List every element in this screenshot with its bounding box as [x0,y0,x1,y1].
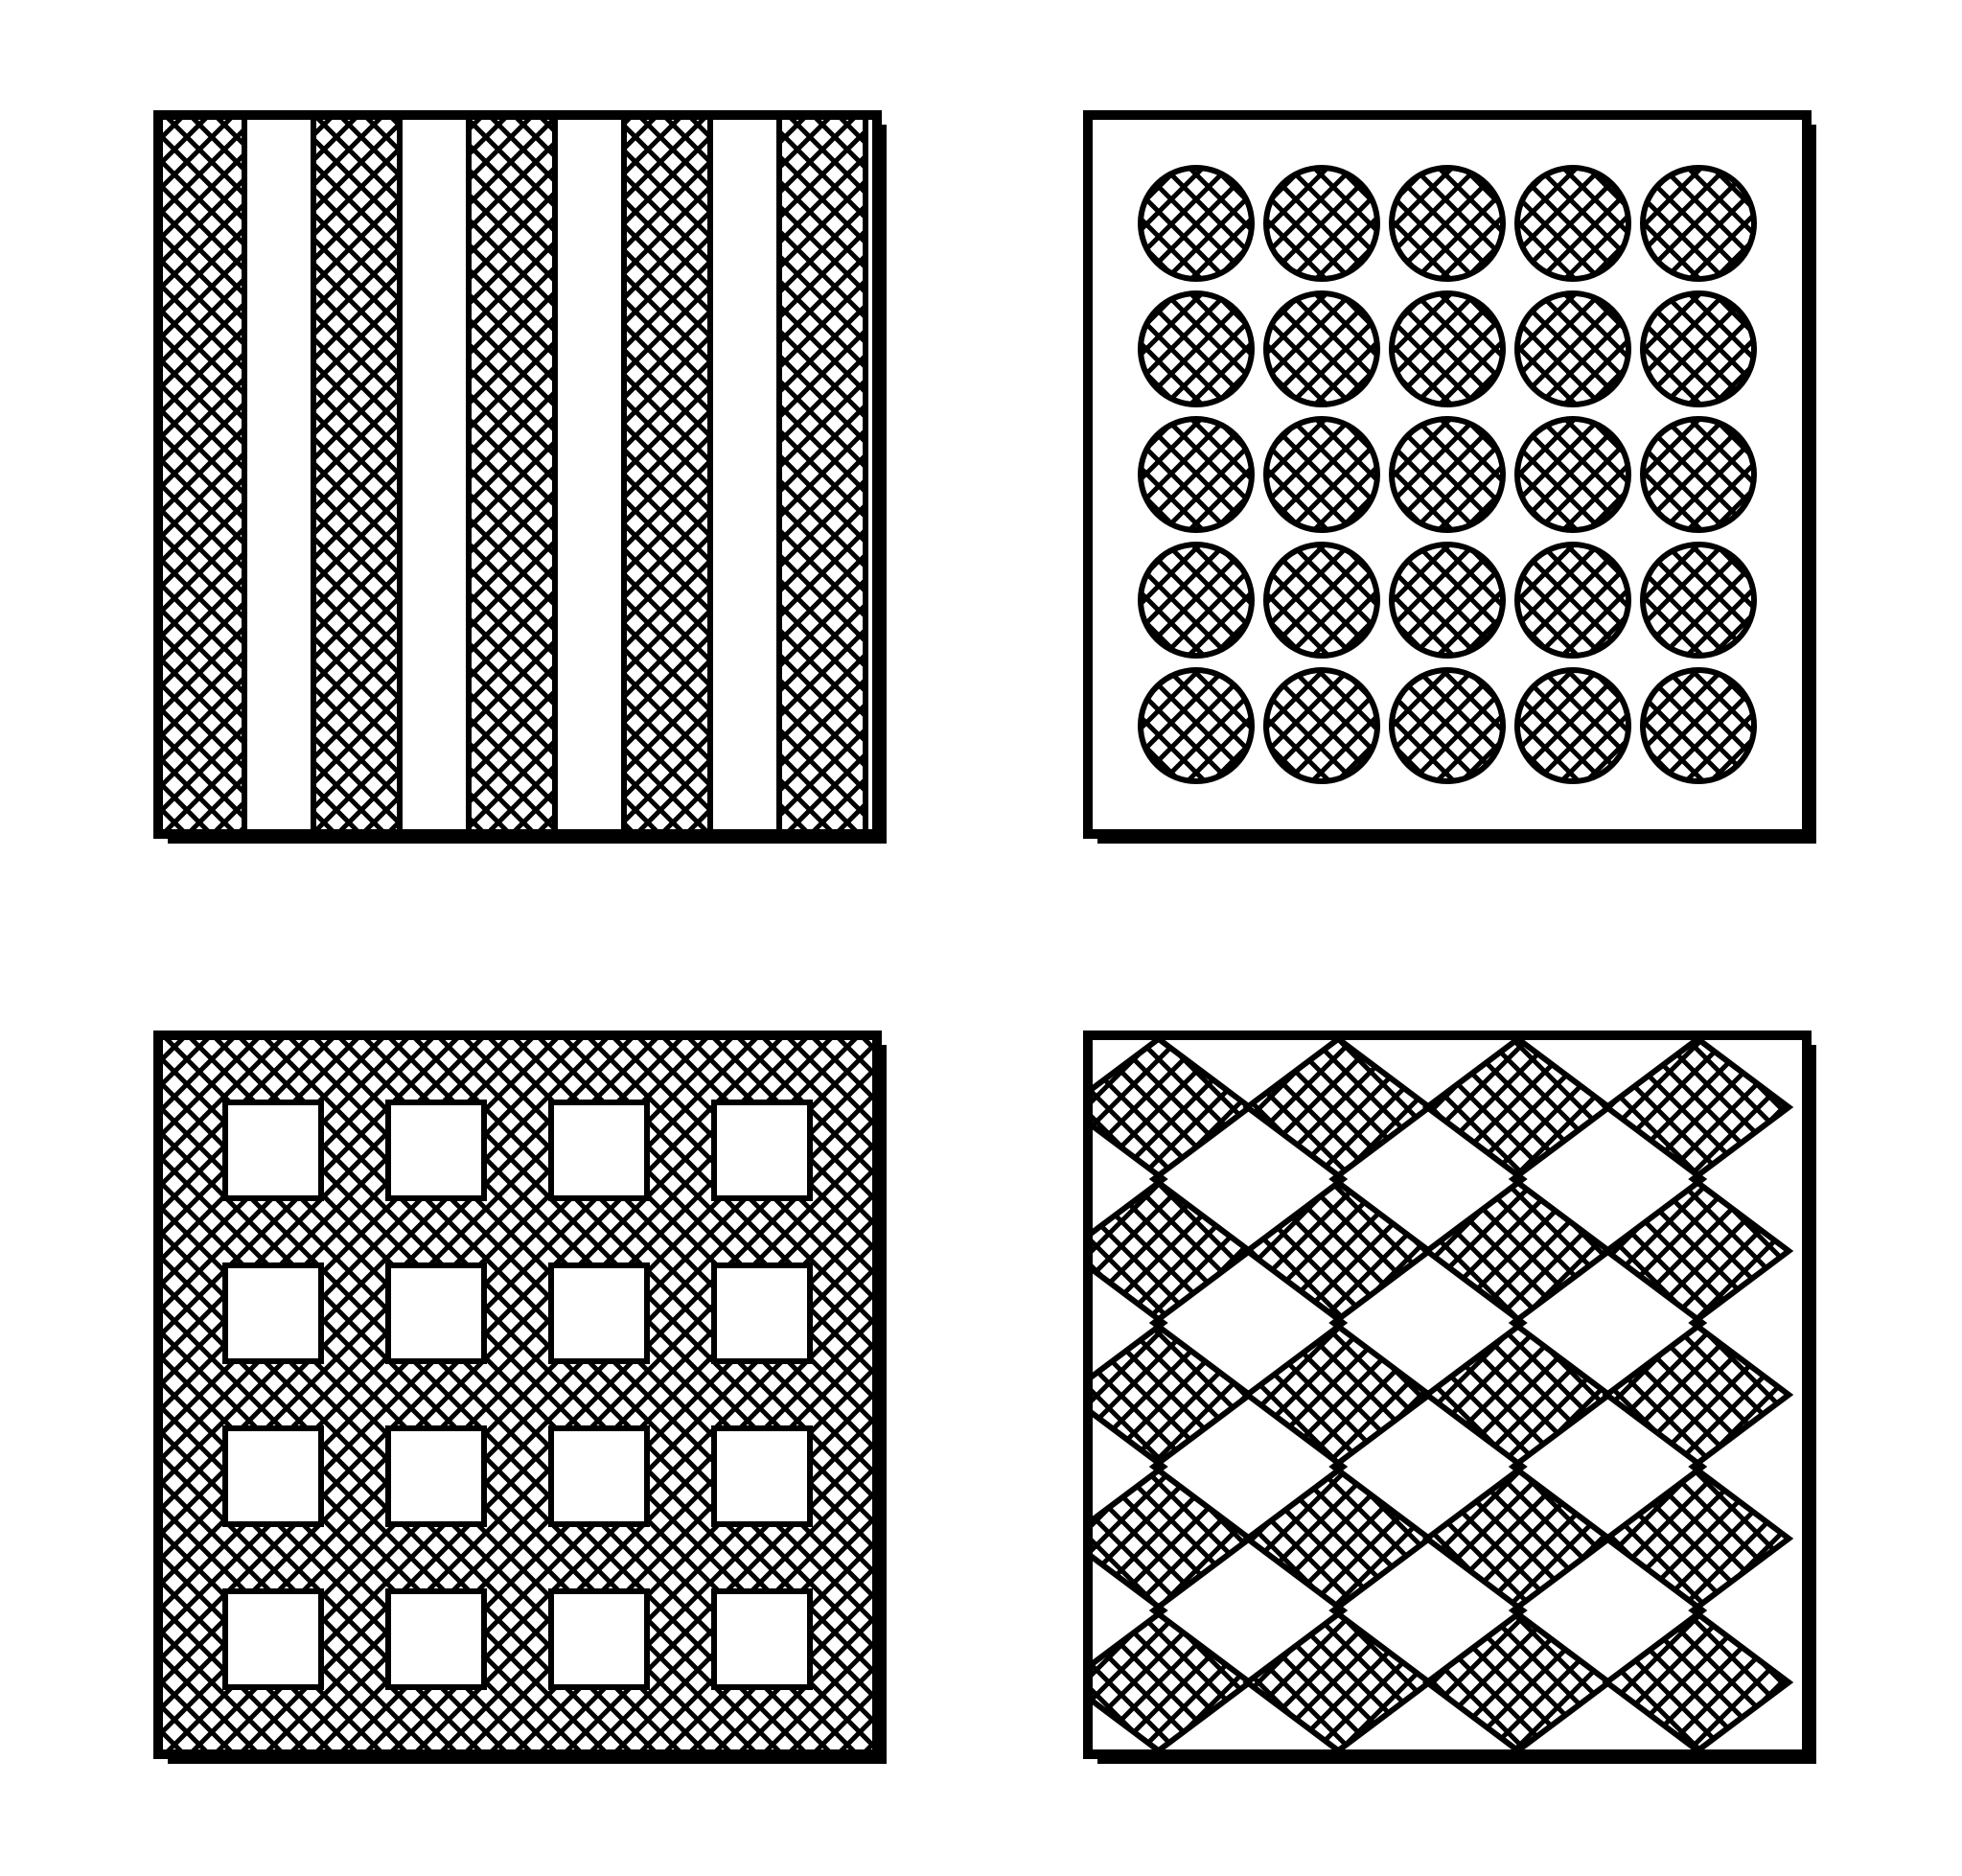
tile-dots [1088,115,1816,844]
diagram-page [0,0,1962,1876]
patterns-figure [0,0,1962,1876]
tile-holes [158,1035,887,1764]
tile-zigzag [1068,963,1816,1826]
tile-stripes [158,115,887,844]
